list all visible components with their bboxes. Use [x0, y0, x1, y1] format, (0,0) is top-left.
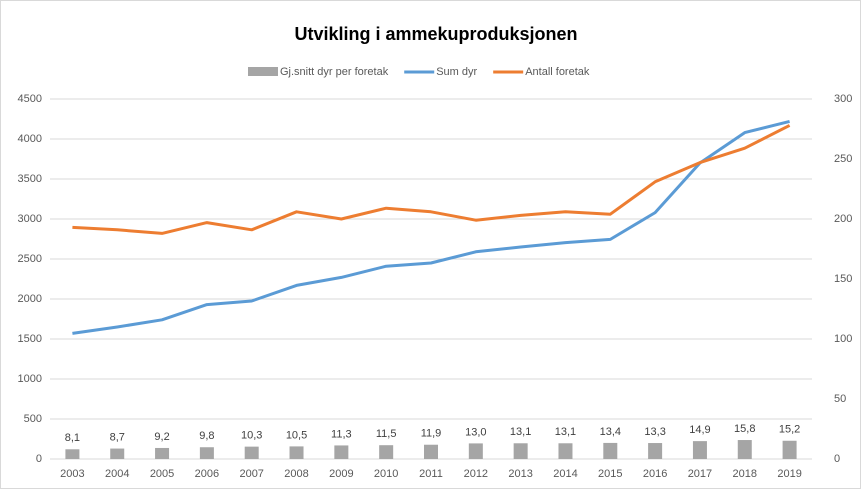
data-label: 8,7 [110, 431, 125, 443]
x-tick-label: 2012 [464, 468, 488, 480]
bar [379, 445, 394, 459]
x-tick-label: 2014 [553, 468, 577, 480]
legend-label: Sum dyr [436, 66, 477, 78]
legend-swatch [248, 67, 278, 76]
y-tick-label: 2500 [18, 253, 42, 265]
bar [513, 443, 528, 459]
bar [65, 449, 80, 459]
y2-tick-label: 100 [834, 333, 852, 345]
bar [603, 442, 618, 459]
x-tick-label: 2011 [419, 468, 443, 480]
y2-tick-label: 200 [834, 213, 852, 225]
bar [424, 444, 438, 459]
bar [692, 441, 707, 459]
line [72, 124, 791, 235]
y2-tick-label: 0 [834, 453, 840, 465]
y2-tick-label: 250 [834, 153, 852, 165]
x-tick-label: 2005 [150, 468, 174, 480]
data-label: 8,1 [65, 432, 80, 444]
data-label: 14,9 [689, 424, 710, 436]
x-tick-label: 2019 [777, 468, 801, 480]
x-tick-label: 2018 [733, 468, 757, 480]
y-tick-label: 3500 [18, 173, 42, 185]
y2-tick-label: 150 [834, 273, 852, 285]
bar [244, 446, 259, 459]
data-label: 15,8 [734, 423, 755, 435]
data-label: 13,0 [465, 426, 486, 438]
x-tick-label: 2015 [598, 468, 622, 480]
y-tick-label: 0 [36, 453, 42, 465]
x-tick-label: 2003 [60, 468, 84, 480]
bar [110, 448, 125, 459]
bar [289, 446, 304, 459]
y-tick-label: 4000 [18, 133, 42, 145]
data-label: 11,5 [376, 428, 397, 440]
bar [155, 447, 170, 459]
x-tick-label: 2013 [508, 468, 532, 480]
line [72, 119, 790, 335]
data-label: 13,1 [510, 426, 531, 438]
x-tick-label: 2017 [688, 468, 712, 480]
legend-label: Gj.snitt dyr per foretak [280, 66, 389, 78]
data-label: 9,8 [199, 430, 214, 442]
bar [468, 443, 483, 459]
data-label: 13,1 [555, 426, 576, 438]
x-tick-label: 2007 [239, 468, 263, 480]
bar [782, 440, 797, 459]
data-label: 11,3 [331, 428, 352, 440]
data-label: 13,4 [600, 426, 621, 438]
bar [334, 445, 349, 459]
bar [199, 447, 214, 459]
bar [558, 443, 573, 459]
y-tick-label: 2000 [18, 293, 42, 305]
x-tick-label: 2006 [195, 468, 219, 480]
data-label: 9,2 [154, 431, 169, 443]
y-tick-label: 500 [24, 413, 42, 425]
x-tick-label: 2009 [329, 468, 353, 480]
data-label: 15,2 [779, 424, 800, 436]
bar [648, 443, 663, 459]
data-label: 10,5 [286, 429, 307, 441]
x-tick-label: 2004 [105, 468, 129, 480]
x-tick-label: 2016 [643, 468, 667, 480]
x-tick-label: 2008 [284, 468, 308, 480]
data-label: 10,3 [241, 430, 262, 442]
y-tick-label: 1500 [18, 333, 42, 345]
y-tick-label: 1000 [18, 373, 42, 385]
y-tick-label: 3000 [18, 213, 42, 225]
chart-title: Utvikling i ammekuproduksjonen [294, 24, 577, 44]
y2-tick-label: 50 [834, 393, 846, 405]
x-tick-label: 2010 [374, 468, 398, 480]
y-tick-label: 4500 [18, 93, 42, 105]
bar [737, 440, 752, 459]
data-label: 11,9 [421, 428, 442, 440]
legend-label: Antall foretak [525, 66, 590, 78]
data-label: 13,3 [644, 426, 665, 438]
y2-tick-label: 300 [834, 93, 852, 105]
